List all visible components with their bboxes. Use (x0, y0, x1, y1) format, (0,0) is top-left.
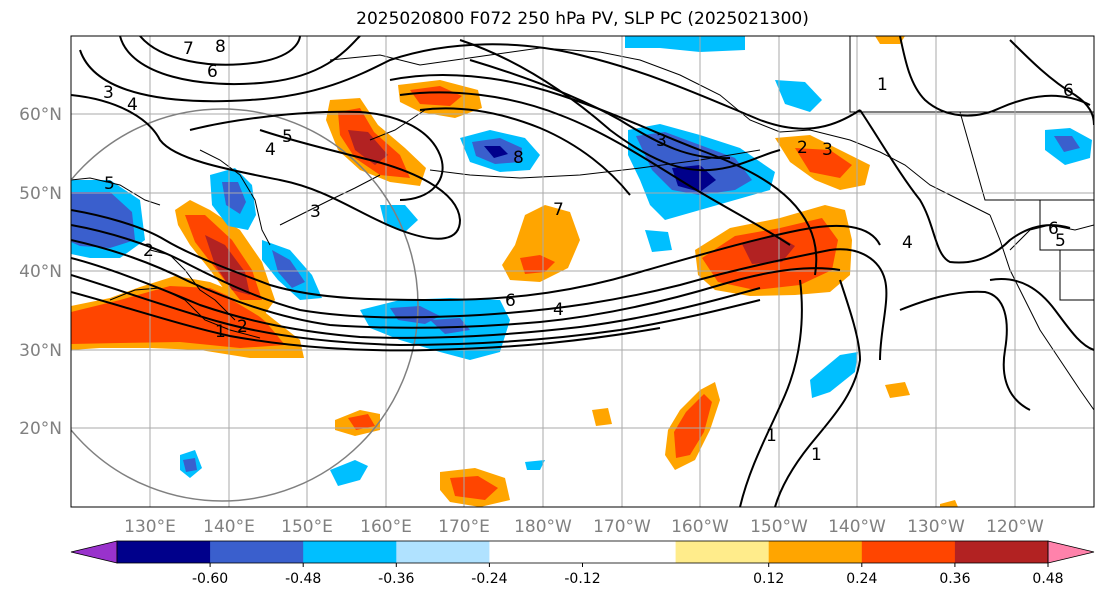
lat-label: 50°N (19, 184, 62, 204)
colorbar-tick-label: -0.36 (378, 571, 414, 587)
lon-label: 160°E (360, 517, 412, 537)
contour-label: 5 (1055, 231, 1066, 251)
contour-label: 5 (282, 127, 293, 147)
contour-label: 8 (215, 37, 226, 57)
colorbar-extend-max (1047, 540, 1095, 564)
contour-label: 2 (143, 241, 154, 261)
colorbar (70, 540, 1095, 564)
lon-label: 120°W (986, 517, 1044, 537)
colorbar-box (210, 541, 304, 563)
contour-label: 6 (207, 62, 218, 82)
range-circle (71, 108, 419, 502)
lat-label: 60°N (19, 105, 62, 125)
contour-label: 3 (310, 202, 321, 222)
map-content: 8 7 6 3 4 4 5 5 3 2 1 2 8 7 6 4 3 2 3 1 … (71, 36, 1094, 507)
contour-label: 1 (766, 426, 777, 446)
lon-label: 140°E (203, 517, 255, 537)
colorbar-tick-label: -0.12 (564, 571, 600, 587)
contour-label: 5 (104, 174, 115, 194)
map-border (70, 35, 1095, 508)
contour-label: 2 (797, 138, 808, 158)
lon-label: 150°E (281, 517, 333, 537)
lon-label: 170°E (438, 517, 490, 537)
colorbar-tick-label: 0.36 (939, 571, 970, 587)
plot-title: 2025020800 F072 250 hPa PV, SLP PC (2025… (356, 9, 809, 29)
colorbar-box (675, 541, 770, 563)
colorbar-box (396, 541, 490, 563)
contour-label: 4 (127, 95, 138, 115)
colorbar-box (117, 541, 211, 563)
colorbar-box (303, 541, 397, 563)
colorbar-tick-label: 0.12 (753, 571, 784, 587)
contour-label: 3 (103, 83, 114, 103)
lon-label: 150°W (750, 517, 808, 537)
contour-label: 3 (656, 131, 667, 151)
lat-label: 30°N (19, 341, 62, 361)
lon-label: 140°W (828, 517, 886, 537)
latitude-labels: 60°N 50°N 40°N 30°N 20°N (19, 105, 62, 439)
colorbar-box (954, 541, 1049, 563)
lon-label: 160°W (671, 517, 729, 537)
contour-label: 7 (553, 200, 564, 220)
contour-label: 3 (822, 140, 833, 160)
lat-label: 40°N (19, 262, 62, 282)
contour-label: 4 (553, 300, 564, 320)
contour-label: 2 (237, 317, 248, 337)
lon-label: 130°W (907, 517, 965, 537)
contour-label: 1 (811, 445, 822, 465)
graticule (71, 36, 1094, 507)
colorbar-tick-label: 0.24 (846, 571, 877, 587)
colorbar-box (489, 541, 583, 563)
lon-label: 180°W (514, 517, 572, 537)
lon-label: 170°W (593, 517, 651, 537)
colorbar-box (861, 541, 956, 563)
longitude-labels: 130°E 140°E 150°E 160°E 170°E 180°W 170°… (124, 517, 1044, 537)
contour-label: 4 (902, 233, 913, 253)
contour-labels: 8 7 6 3 4 4 5 5 3 2 1 2 8 7 6 4 3 2 3 1 … (103, 37, 1074, 465)
colorbar-tick-labels: -0.60 -0.48 -0.36 -0.24 -0.12 0.12 0.24 0.36 0.4… (192, 563, 1064, 587)
lon-label: 130°E (124, 517, 176, 537)
colorbar-tick-label: -0.48 (285, 571, 321, 587)
lat-label: 20°N (19, 419, 62, 439)
contour-label: 4 (265, 140, 276, 160)
colorbar-tick-label: -0.60 (192, 571, 228, 587)
contour-label: 6 (505, 291, 516, 311)
contour-label: 1 (215, 322, 226, 342)
colorbar-extend-min (70, 540, 118, 564)
colorbar-tick-label: -0.24 (471, 571, 507, 587)
contour-label: 7 (183, 39, 194, 59)
colorbar-box (768, 541, 863, 563)
contour-label: 6 (1048, 219, 1059, 239)
contour-label: 8 (513, 148, 524, 168)
contour-label: 6 (1063, 81, 1074, 101)
slp-contours (71, 36, 1094, 507)
pv-shading (71, 36, 1092, 507)
contour-label: 1 (877, 75, 888, 95)
colorbar-box (582, 541, 677, 563)
colorbar-tick-label: 0.48 (1032, 571, 1063, 587)
